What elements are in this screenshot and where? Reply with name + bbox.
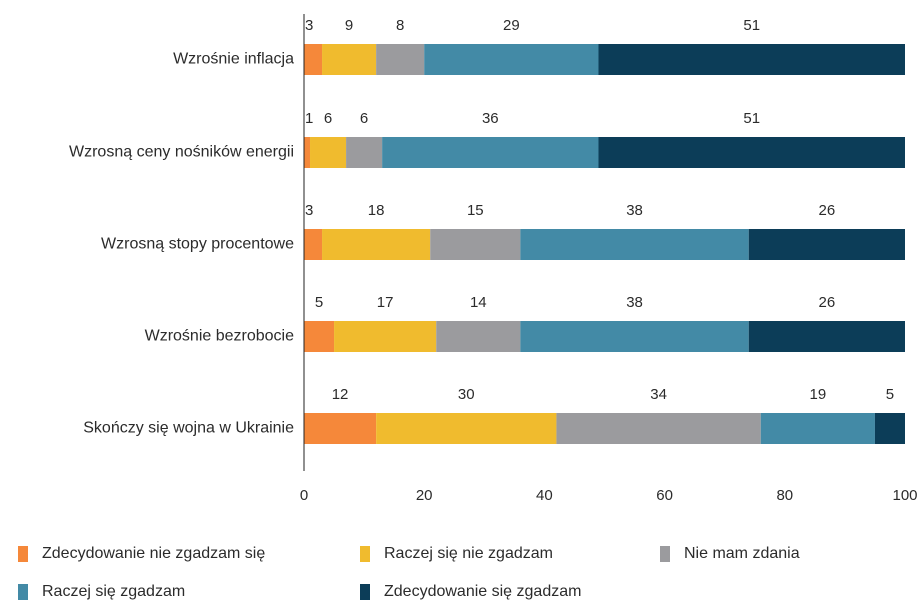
bar-segment [520, 321, 749, 352]
data-label: 6 [324, 110, 332, 127]
bar-segment [436, 321, 521, 352]
data-label: 12 [332, 386, 349, 403]
bar-segment [334, 321, 437, 352]
bar-segment [322, 44, 377, 75]
bar-segment [430, 229, 521, 260]
legend-swatch-1 [18, 546, 28, 562]
x-tick-label: 40 [536, 487, 553, 504]
data-label: 3 [305, 202, 313, 219]
bar-segment [382, 137, 599, 168]
legend-swatch-2 [360, 546, 370, 562]
bar-segment [748, 229, 905, 260]
bar-segment [304, 137, 311, 168]
bar-segment [760, 413, 875, 444]
data-label: 17 [377, 294, 394, 311]
data-label: 8 [396, 17, 404, 34]
category-label: Wzrosną ceny nośników energii [69, 144, 294, 161]
legend-item-1: Zdecydowanie nie zgadzam się [18, 545, 265, 563]
legend-item-5: Zdecydowanie się zgadzam [360, 583, 581, 601]
category-label: Wzrosną stopy procentowe [101, 236, 294, 253]
legend-label-1: Zdecydowanie nie zgadzam się [42, 545, 266, 562]
data-label: 9 [345, 17, 353, 34]
legend-swatch-5 [360, 584, 370, 600]
legend: Zdecydowanie nie zgadzam się Raczej się … [0, 535, 924, 601]
data-label: 5 [886, 386, 894, 403]
bar-segment [322, 229, 431, 260]
category-label: Wzrośnie bezrobocie [145, 328, 295, 345]
bars-layer [304, 44, 905, 444]
x-tick-label: 80 [776, 487, 793, 504]
data-label: 51 [743, 17, 760, 34]
bar-segment [304, 413, 377, 444]
bar-segment [520, 229, 749, 260]
category-labels-layer: Wzrośnie inflacja Wzrosną ceny nośników e… [69, 51, 294, 437]
data-label: 36 [482, 110, 499, 127]
data-label: 5 [315, 294, 323, 311]
legend-label-4: Raczej się zgadzam [42, 583, 186, 600]
legend-item-3: Nie mam zdania [660, 545, 800, 563]
bar-segment [598, 44, 905, 75]
data-label: 29 [503, 17, 520, 34]
data-label: 3 [305, 17, 313, 34]
bar-segment [346, 137, 383, 168]
bar-segment [376, 413, 557, 444]
data-label: 6 [360, 110, 368, 127]
legend-swatch-4 [18, 584, 28, 600]
x-tick-label: 20 [416, 487, 433, 504]
category-label: Skończy się wojna w Ukrainie [83, 420, 294, 437]
axis-layer: 0 20 40 60 80 100 [300, 14, 918, 504]
bar-segment [304, 229, 323, 260]
data-label: 1 [305, 110, 313, 127]
data-label: 15 [467, 202, 484, 219]
data-label: 51 [743, 110, 760, 127]
data-label: 26 [819, 294, 836, 311]
data-label: 18 [368, 202, 385, 219]
data-label: 14 [470, 294, 487, 311]
bar-segment [304, 321, 335, 352]
data-label: 38 [626, 202, 643, 219]
data-label: 26 [819, 202, 836, 219]
legend-label-5: Zdecydowanie się zgadzam [384, 583, 582, 600]
x-tick-label: 60 [656, 487, 673, 504]
data-label: 19 [810, 386, 827, 403]
legend-item-2: Raczej się nie zgadzam [360, 545, 553, 563]
data-label: 38 [626, 294, 643, 311]
bar-segment [874, 413, 905, 444]
bar-segment [424, 44, 599, 75]
category-label: Wzrośnie inflacja [173, 51, 294, 68]
bar-segment [556, 413, 761, 444]
bar-segment [748, 321, 905, 352]
bar-segment [598, 137, 905, 168]
data-label: 30 [458, 386, 475, 403]
x-tick-label: 0 [300, 487, 308, 504]
bar-segment [310, 137, 347, 168]
bar-segment [376, 44, 425, 75]
legend-swatch-3 [660, 546, 670, 562]
legend-label-2: Raczej się nie zgadzam [384, 545, 553, 562]
x-tick-label: 100 [892, 487, 917, 504]
legend-item-4: Raczej się zgadzam [18, 583, 185, 601]
bar-segment [304, 44, 323, 75]
data-label: 34 [650, 386, 667, 403]
legend-label-3: Nie mam zdania [684, 545, 800, 562]
